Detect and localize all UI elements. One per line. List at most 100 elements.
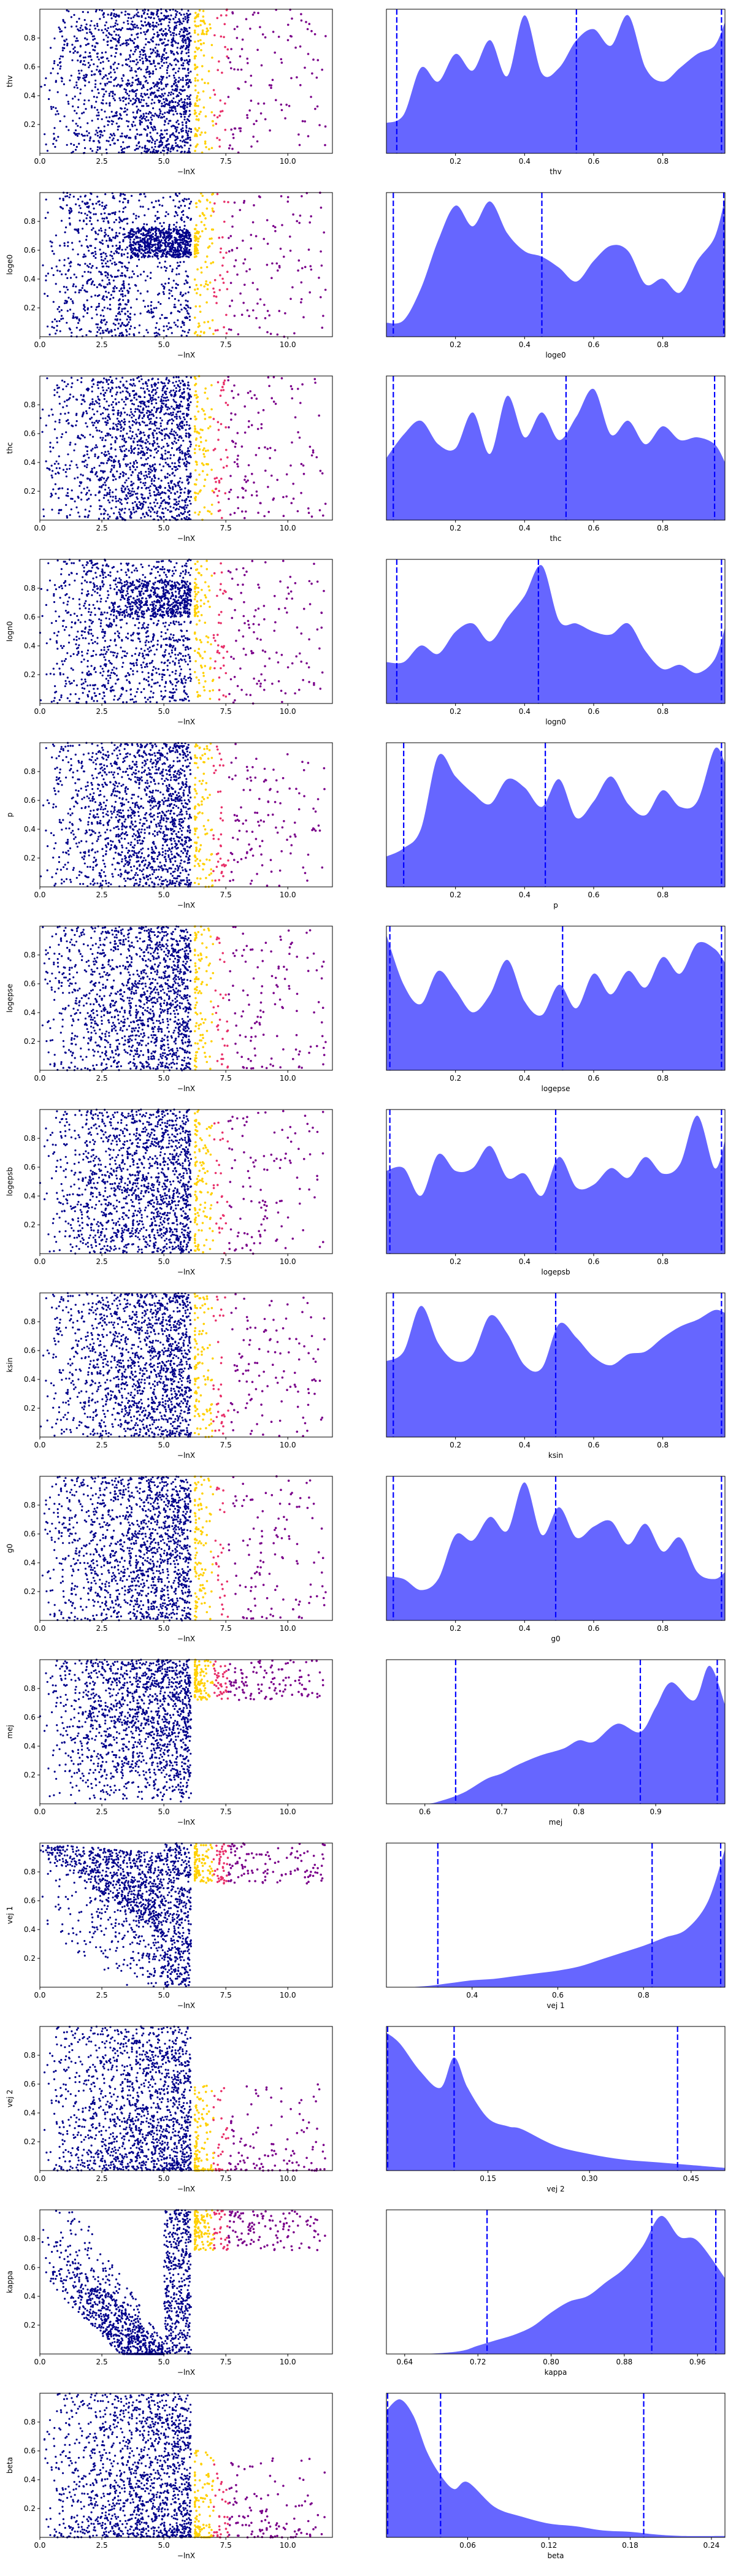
scatter-point [163, 326, 165, 328]
scatter-point [132, 213, 134, 215]
scatter-point [59, 67, 61, 69]
scatter-point [122, 296, 124, 297]
scatter-point [101, 10, 103, 12]
scatter-point [115, 22, 117, 24]
scatter-point [154, 143, 156, 145]
scatter-point [167, 251, 169, 253]
scatter-point [100, 242, 102, 243]
scatter-point [115, 245, 117, 247]
scatter-point [166, 99, 167, 101]
scatter-point [158, 329, 160, 331]
scatter-point [128, 58, 129, 60]
scatter-point [178, 299, 180, 301]
scatter-point [115, 236, 117, 238]
scatter-point [188, 148, 190, 150]
scatter-point [91, 74, 93, 76]
scatter-point [227, 48, 229, 51]
scatter-point [91, 265, 93, 267]
scatter-point [139, 251, 140, 253]
scatter-point [194, 32, 196, 34]
scatter-point [180, 151, 182, 153]
scatter-point [173, 29, 175, 31]
scatter-point [186, 282, 188, 283]
scatter-point [139, 51, 141, 53]
scatter-point [71, 44, 73, 45]
scatter-point [94, 28, 96, 29]
scatter-point [131, 23, 132, 25]
scatter-point [169, 150, 171, 152]
scatter-point [90, 20, 92, 22]
scatter-point [90, 31, 92, 33]
scatter-point [50, 108, 52, 110]
scatter-point [233, 68, 236, 71]
scatter-point [98, 303, 100, 305]
scatter-point [186, 21, 188, 23]
scatter-point [132, 60, 134, 62]
scatter-point [67, 103, 69, 105]
scatter-point [195, 16, 197, 18]
scatter-point [87, 202, 89, 204]
scatter-point [56, 325, 58, 327]
scatter-point [100, 327, 102, 329]
scatter-point [156, 50, 158, 52]
scatter-point [152, 40, 154, 42]
scatter-point [94, 257, 96, 259]
scatter-point [50, 106, 52, 108]
scatter-point [126, 304, 128, 305]
scatter-point [100, 62, 102, 64]
scatter-point [197, 91, 200, 94]
scatter-point [62, 50, 64, 52]
scatter-point [53, 274, 55, 276]
scatter-point [142, 51, 144, 53]
scatter-point [122, 141, 124, 143]
scatter-point [311, 72, 313, 75]
scatter-point [145, 44, 147, 45]
scatter-point [200, 20, 202, 22]
scatter-point [91, 229, 93, 231]
scatter-point [211, 111, 213, 113]
scatter-point [55, 81, 57, 83]
scatter-point [57, 72, 59, 74]
scatter-point [104, 218, 105, 220]
scatter-point [197, 40, 200, 42]
scatter-point [180, 205, 182, 207]
scatter-point [104, 25, 106, 26]
scatter-point [159, 79, 161, 80]
scatter-point [114, 94, 116, 96]
scatter-point [104, 232, 106, 234]
scatter-point [196, 74, 199, 76]
scatter-point [137, 12, 139, 13]
scatter-point [127, 200, 129, 202]
scatter-point [97, 149, 99, 151]
scatter-point [97, 220, 99, 221]
scatter-point [183, 283, 185, 285]
scatter-point [180, 256, 182, 258]
scatter-point [105, 253, 107, 255]
scatter-point [194, 89, 197, 91]
scatter-point [79, 72, 80, 74]
scatter-point [98, 92, 99, 94]
scatter-point [324, 35, 327, 37]
scatter-point [144, 118, 146, 120]
scatter-point [116, 251, 118, 253]
scatter-point [188, 232, 190, 234]
scatter-point [86, 214, 88, 216]
scatter-point [61, 30, 63, 32]
scatter-point [102, 99, 104, 101]
scatter-point [87, 271, 89, 273]
scatter-point [123, 239, 125, 241]
scatter-point [94, 45, 96, 47]
scatter-point [40, 86, 42, 88]
scatter-point [156, 322, 158, 324]
scatter-point [102, 67, 104, 69]
scatter-point [188, 52, 190, 53]
scatter-point [69, 223, 71, 224]
scatter-point [181, 29, 183, 31]
scatter-point [209, 23, 211, 26]
scatter-point [133, 273, 135, 275]
scatter-point [148, 310, 150, 312]
scatter-point [127, 301, 129, 303]
scatter-point [180, 79, 182, 81]
scatter-point [155, 95, 156, 97]
scatter-point [127, 267, 129, 269]
